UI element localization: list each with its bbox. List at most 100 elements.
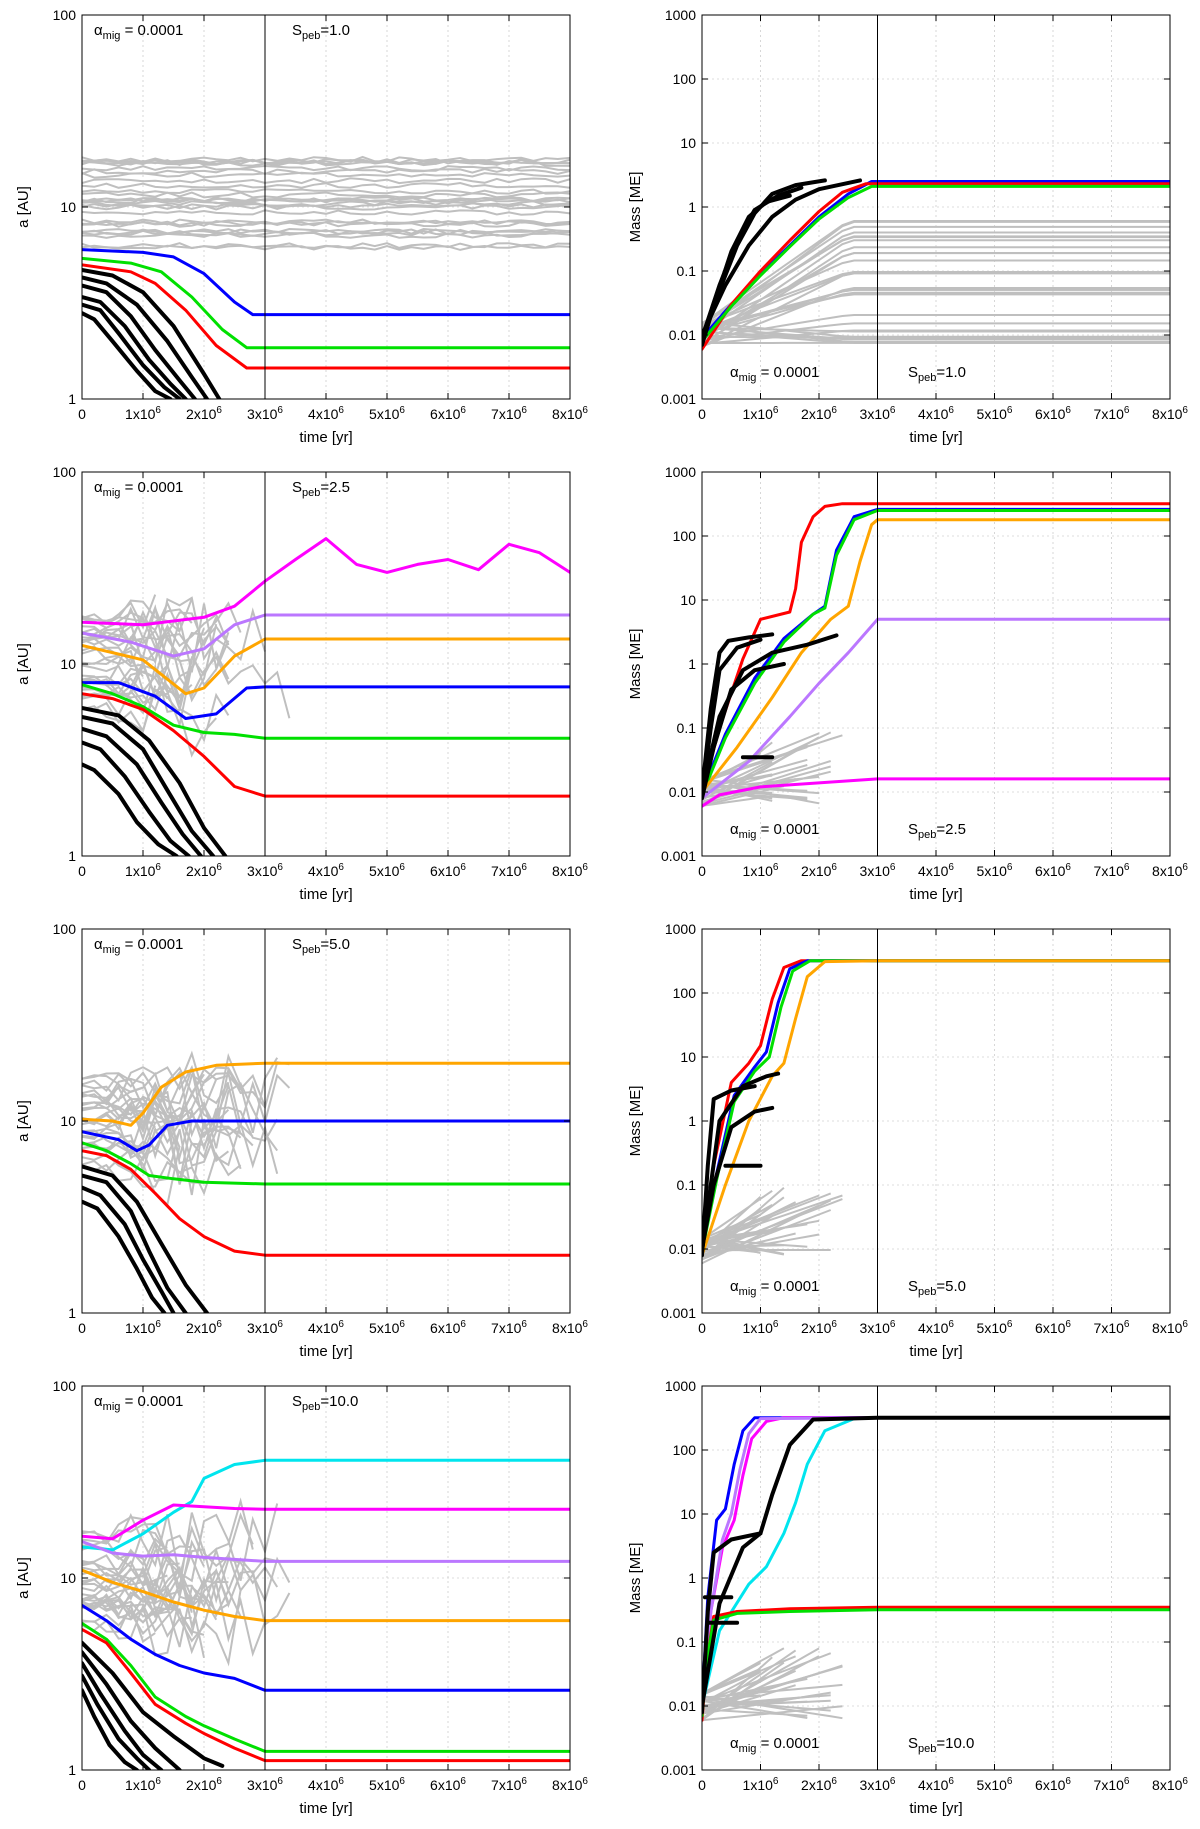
alpha-annotation: αmig = 0.0001 (94, 479, 183, 499)
y-tick-label: 100 (53, 1378, 77, 1394)
background-track (702, 1189, 773, 1240)
series-line-black1 (82, 268, 222, 399)
series-line-black3 (82, 283, 197, 399)
background-track (702, 331, 1170, 341)
x-tick-label: 8x106 (1152, 1319, 1188, 1336)
y-tick-label: 100 (673, 71, 697, 87)
y-tick-label: 0.01 (669, 1241, 696, 1257)
y-tick-label: 1 (688, 656, 696, 672)
alpha-annotation: αmig = 0.0001 (730, 364, 819, 384)
y-tick-label: 0.1 (677, 1634, 697, 1650)
x-tick-label: 7x106 (491, 862, 527, 879)
y-tick-label: 1000 (665, 464, 696, 480)
series-line-green (82, 683, 570, 740)
x-tick-label: 6x106 (1035, 1319, 1071, 1336)
x-tick-label: 4x106 (308, 862, 344, 879)
x-tick-label: 4x106 (308, 1319, 344, 1336)
series-line-black4 (702, 178, 862, 337)
chart-svg: 0 1x106 2x106 3x106 4x106 5x106 6x106 7x106 8x10… (15, 7, 588, 446)
series-line-black1 (82, 1640, 225, 1768)
x-tick-label: 7x106 (1094, 405, 1130, 422)
background-track (702, 796, 761, 807)
y-axis-title: Mass [ME] (627, 629, 644, 700)
background-track (82, 164, 570, 172)
alpha-annotation: αmig = 0.0001 (730, 1735, 819, 1755)
chart-panel-right-0: 0 1x106 2x106 3x106 4x106 5x106 6x106 7x106 8x10… (600, 0, 1200, 457)
x-tick-label: 1x106 (743, 405, 779, 422)
background-track (82, 1122, 144, 1160)
x-tick-label: 5x106 (369, 1776, 405, 1793)
series-line-blue (82, 1119, 570, 1153)
x-tick-label: 6x106 (1035, 862, 1071, 879)
background-track (82, 159, 570, 167)
y-tick-label: 0.001 (661, 1305, 696, 1321)
y-axis-title: Mass [ME] (627, 1543, 644, 1614)
series-line-black1 (82, 706, 228, 856)
x-tick-label: 8x106 (552, 862, 588, 879)
background-track (702, 271, 1170, 326)
background-track (702, 1231, 773, 1240)
series-line-green (82, 1141, 570, 1186)
background-track (82, 1086, 144, 1110)
x-tick-label: 7x106 (1094, 862, 1130, 879)
y-tick-label: 1 (68, 1762, 76, 1778)
background-track (82, 171, 570, 179)
x-tick-label: 0 (698, 863, 706, 879)
y-tick-label: 0.01 (669, 1698, 696, 1714)
series-line-red (82, 263, 570, 370)
x-tick-label: 3x106 (247, 862, 283, 879)
x-tick-label: 1x106 (743, 1776, 779, 1793)
x-tick-label: 4x106 (918, 862, 954, 879)
y-tick-label: 1 (68, 391, 76, 407)
background-track (702, 322, 1170, 342)
y-tick-label: 1000 (665, 1378, 696, 1394)
series-line-black2 (82, 1650, 182, 1770)
y-tick-label: 100 (53, 921, 77, 937)
background-track (82, 191, 570, 199)
background-track (82, 1589, 242, 1667)
background-tracks (82, 1497, 291, 1667)
x-tick-label: 0 (698, 1320, 706, 1336)
x-tick-label: 2x106 (186, 405, 222, 422)
x-tick-label: 5x106 (977, 862, 1013, 879)
series-line-black3 (82, 1185, 176, 1313)
chart-panel-left-0: 0 1x106 2x106 3x106 4x106 5x106 6x106 7x106 8x10… (0, 0, 600, 457)
chart-panel-left-2: 0 1x106 2x106 3x106 4x106 5x106 6x106 7x106 8x10… (0, 914, 600, 1371)
x-tick-label: 4x106 (308, 1776, 344, 1793)
speb-annotation: Speb=2.5 (908, 821, 966, 841)
series-line-black5 (82, 1688, 139, 1770)
x-tick-label: 6x106 (430, 862, 466, 879)
plot-area (82, 1050, 570, 1313)
series-line-black1 (82, 1164, 209, 1313)
x-tick-label: 6x106 (430, 1319, 466, 1336)
background-track (82, 202, 570, 210)
x-axis-title: time [yr] (299, 1800, 352, 1817)
background-track (702, 325, 1170, 343)
y-tick-label: 10 (60, 1570, 76, 1586)
y-tick-label: 10 (60, 656, 76, 672)
series-line-magenta (702, 777, 1170, 808)
y-tick-label: 10 (680, 592, 696, 608)
alpha-annotation: αmig = 0.0001 (730, 821, 819, 841)
series-line-black3 (82, 726, 203, 856)
alpha-annotation: αmig = 0.0001 (94, 936, 183, 956)
speb-annotation: Speb=1.0 (908, 364, 966, 384)
plot-area (702, 1415, 1170, 1722)
y-tick-label: 1 (68, 848, 76, 864)
speb-annotation: Speb=10.0 (292, 1393, 358, 1413)
background-track (82, 229, 570, 237)
x-tick-label: 4x106 (308, 405, 344, 422)
series-line-black2 (82, 714, 216, 856)
y-tick-label: 0.01 (669, 784, 696, 800)
x-axis-title: time [yr] (909, 1343, 962, 1360)
background-track (702, 288, 1170, 330)
background-track (82, 167, 570, 176)
series-line-orange (82, 1061, 570, 1127)
alpha-annotation: αmig = 0.0001 (94, 22, 183, 42)
x-tick-label: 0 (78, 863, 86, 879)
x-tick-label: 1x106 (125, 1319, 161, 1336)
background-track (82, 1540, 279, 1604)
chart-svg: 0 1x106 2x106 3x106 4x106 5x106 6x106 7x106 8x10… (15, 1378, 588, 1817)
background-track (82, 1572, 229, 1617)
series-line-black4 (82, 295, 188, 399)
